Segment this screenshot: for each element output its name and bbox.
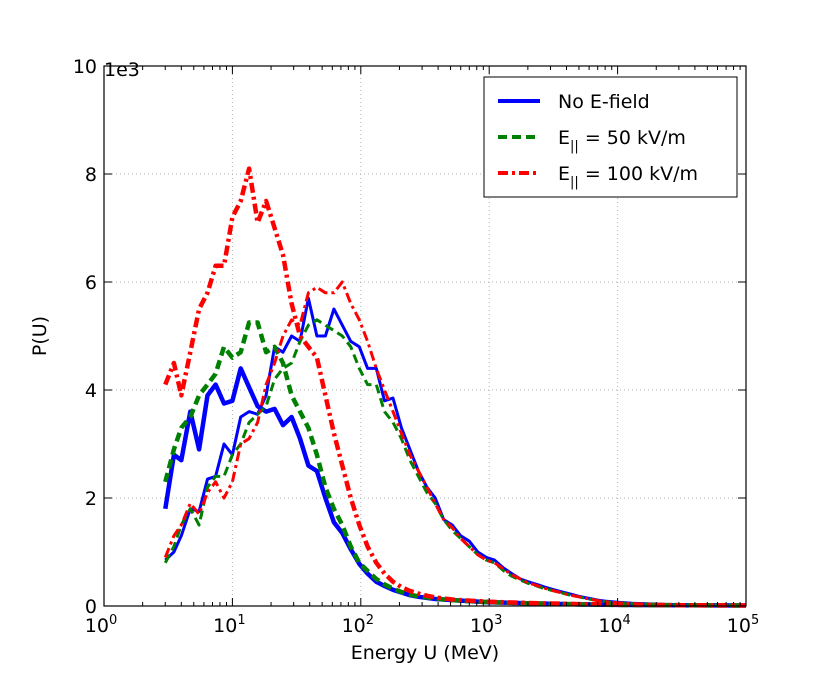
x-tick-label: 105 <box>727 613 759 637</box>
legend-box <box>483 76 738 198</box>
x-tick-label: 103 <box>470 613 502 637</box>
series-line <box>163 166 747 608</box>
x-tick-label: 104 <box>598 613 630 637</box>
ticks: 100 101 102 103 104 105 0 2 4 6 8 10 <box>73 56 759 637</box>
legend: No E-field E|| = 50 kV/m E|| = 100 kV/m <box>483 76 738 198</box>
y-axis-multiplier: 1e3 <box>104 59 140 81</box>
y-tick-label: 8 <box>85 164 97 186</box>
legend-label: E|| = 100 kV/m <box>558 163 698 190</box>
y-tick-label: 4 <box>85 380 97 402</box>
x-tick-label: 100 <box>85 613 117 637</box>
y-tick-label: 6 <box>85 272 97 294</box>
x-tick-label: 101 <box>213 613 245 637</box>
x-axis-label: Energy U (MeV) <box>351 642 499 664</box>
x-tick-label: 102 <box>342 613 374 637</box>
y-tick-label: 2 <box>85 488 97 510</box>
series-line <box>163 280 747 607</box>
y-axis-label: P(U) <box>29 316 51 356</box>
legend-label: E|| = 50 kV/m <box>558 127 686 154</box>
y-tick-label: 10 <box>73 56 97 78</box>
plot-frame <box>103 65 747 607</box>
series-group <box>163 166 747 608</box>
legend-label: No E-field <box>558 91 650 113</box>
y-tick-label: 0 <box>85 596 97 618</box>
